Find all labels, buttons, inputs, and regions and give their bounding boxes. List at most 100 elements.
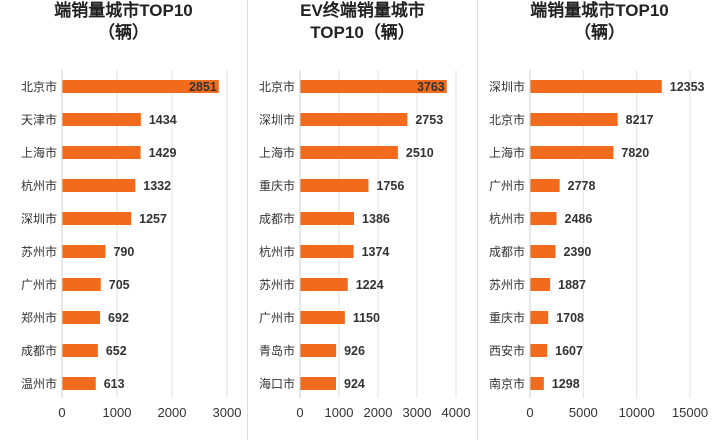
- value-label: 1887: [558, 278, 586, 292]
- bar: [62, 146, 141, 159]
- chart-title-3-line-1: 端销量城市TOP10: [530, 1, 669, 20]
- bar: [530, 344, 548, 357]
- x-tick-label: 2000: [158, 405, 187, 420]
- bar: [530, 146, 614, 159]
- category-label: 上海市: [259, 145, 295, 160]
- bar: [530, 311, 549, 324]
- x-tick-label: 2000: [364, 405, 393, 420]
- category-label: 北京市: [259, 79, 295, 94]
- bar-chart-2: 0 1000 2000 3000 4000 北京市 3763 深圳市 2753 上海市 2510 重庆…: [259, 70, 471, 420]
- value-label: 7820: [621, 146, 649, 160]
- category-label: 深圳市: [21, 211, 57, 226]
- value-label: 1224: [356, 278, 384, 292]
- value-label: 652: [106, 344, 127, 358]
- chart-panel-2: EV终端销量城市 TOP10（辆） 0 1000 2000 3000 4000 北京市 37…: [248, 0, 478, 440]
- value-label: 1298: [552, 377, 580, 391]
- category-label: 苏州市: [259, 277, 295, 292]
- bar-chart-1: 0 1000 2000 3000 北京市 2851 天津市 1434 上海市 1429 杭州市 133…: [21, 70, 241, 420]
- bar: [62, 80, 219, 93]
- category-label: 深圳市: [489, 79, 525, 94]
- bar: [62, 212, 132, 225]
- x-tick-label: 0: [58, 405, 65, 420]
- bar: [530, 113, 618, 126]
- value-label: 3763: [417, 80, 445, 94]
- category-label: 上海市: [489, 145, 525, 160]
- category-label: 杭州市: [21, 178, 57, 193]
- category-label: 成都市: [489, 244, 525, 259]
- bar: [62, 344, 98, 357]
- bar-chart-3: 0 5000 10000 15000 深圳市 12353 北京市 8217 上海市 7820 广州市…: [489, 70, 708, 420]
- bar: [300, 80, 447, 93]
- x-tick-label: 15000: [672, 405, 708, 420]
- category-label: 苏州市: [21, 244, 57, 259]
- bar: [530, 179, 560, 192]
- category-label: 成都市: [259, 211, 295, 226]
- x-tick-label: 0: [526, 405, 533, 420]
- value-label: 1708: [556, 311, 584, 325]
- value-label: 2510: [406, 146, 434, 160]
- value-label: 1374: [362, 245, 390, 259]
- x-tick-label: 10000: [619, 405, 655, 420]
- bar: [62, 245, 106, 258]
- category-label: 北京市: [489, 112, 525, 127]
- value-label: 1332: [143, 179, 171, 193]
- category-label: 重庆市: [259, 178, 295, 193]
- value-label: 1150: [353, 311, 380, 325]
- bar: [300, 245, 354, 258]
- category-label: 广州市: [259, 310, 295, 325]
- value-label: 1257: [139, 212, 167, 226]
- category-label: 青岛市: [259, 343, 295, 358]
- x-tick-label: 0: [296, 405, 303, 420]
- value-label: 12353: [670, 80, 705, 94]
- bar: [300, 344, 337, 357]
- chart-panel-3: 端销量城市TOP10 （辆） 0 5000 10000 15000 深圳市 12353 北京…: [478, 0, 721, 440]
- category-label: 杭州市: [489, 211, 525, 226]
- category-label: 重庆市: [489, 310, 525, 325]
- bar: [300, 278, 348, 291]
- bar: [300, 377, 337, 390]
- x-tick-label: 3000: [403, 405, 432, 420]
- category-label: 温州市: [21, 376, 57, 391]
- bar: [62, 377, 96, 390]
- value-label: 613: [104, 377, 125, 391]
- category-label: 西安市: [489, 343, 525, 358]
- value-label: 790: [113, 245, 134, 259]
- x-tick-label: 1000: [103, 405, 132, 420]
- bar: [62, 179, 136, 192]
- value-label: 2753: [415, 113, 443, 127]
- category-label: 南京市: [489, 376, 525, 391]
- bar: [300, 212, 355, 225]
- category-label: 苏州市: [489, 277, 525, 292]
- category-label: 广州市: [489, 178, 525, 193]
- bar: [530, 212, 557, 225]
- bar: [530, 245, 556, 258]
- category-label: 上海市: [21, 145, 57, 160]
- value-label: 1434: [149, 113, 177, 127]
- bar: [300, 311, 345, 324]
- value-label: 1386: [362, 212, 390, 226]
- value-label: 926: [344, 344, 365, 358]
- x-tick-label: 5000: [569, 405, 598, 420]
- chart-panel-1: 端销量城市TOP10 （辆） 0 1000 2000 3000 北京市 2851 天津市 14…: [0, 0, 248, 440]
- bar: [530, 278, 551, 291]
- category-label: 天津市: [21, 112, 57, 127]
- bar: [300, 146, 398, 159]
- category-label: 郑州市: [21, 310, 57, 325]
- bar: [530, 80, 662, 93]
- chart-title-3: 端销量城市TOP10 （辆）: [478, 0, 721, 44]
- x-tick-label: 4000: [442, 405, 471, 420]
- chart-title-1-line-2: （辆）: [98, 23, 149, 42]
- value-label: 2778: [568, 179, 596, 193]
- chart-title-1: 端销量城市TOP10 （辆）: [0, 0, 247, 44]
- chart-title-3-line-2: （辆）: [574, 23, 625, 42]
- category-label: 深圳市: [259, 112, 295, 127]
- chart-title-2-line-2: TOP10（辆）: [310, 23, 415, 42]
- category-label: 北京市: [21, 79, 57, 94]
- value-label: 692: [108, 311, 129, 325]
- x-tick-label: 1000: [325, 405, 354, 420]
- value-label: 1607: [555, 344, 583, 358]
- category-label: 成都市: [21, 343, 57, 358]
- value-label: 2486: [565, 212, 593, 226]
- chart-title-2: EV终端销量城市 TOP10（辆）: [248, 0, 477, 44]
